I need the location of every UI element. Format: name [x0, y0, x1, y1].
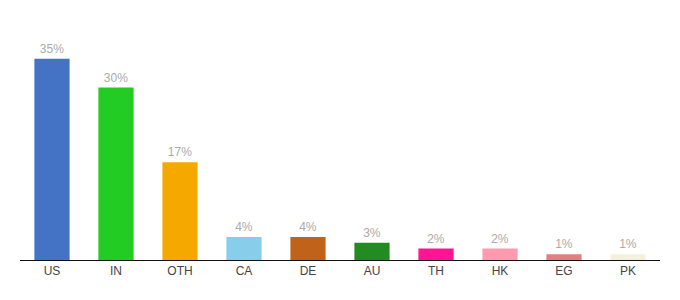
svg-text:US: US [44, 264, 61, 278]
svg-text:1%: 1% [619, 237, 637, 251]
svg-text:4%: 4% [299, 220, 317, 234]
svg-text:EG: EG [555, 264, 572, 278]
svg-text:PK: PK [620, 264, 636, 278]
svg-text:DE: DE [300, 264, 317, 278]
svg-text:IN: IN [110, 264, 122, 278]
svg-text:30%: 30% [104, 71, 128, 85]
svg-text:35%: 35% [40, 42, 64, 56]
svg-text:3%: 3% [363, 226, 381, 240]
svg-text:1%: 1% [555, 237, 573, 251]
svg-text:2%: 2% [491, 232, 509, 246]
svg-text:4%: 4% [235, 220, 253, 234]
svg-text:CA: CA [236, 264, 253, 278]
svg-text:2%: 2% [427, 232, 445, 246]
svg-text:HK: HK [492, 264, 509, 278]
svg-text:OTH: OTH [167, 264, 192, 278]
svg-text:TH: TH [428, 264, 444, 278]
svg-text:AU: AU [364, 264, 381, 278]
svg-text:17%: 17% [168, 145, 192, 159]
